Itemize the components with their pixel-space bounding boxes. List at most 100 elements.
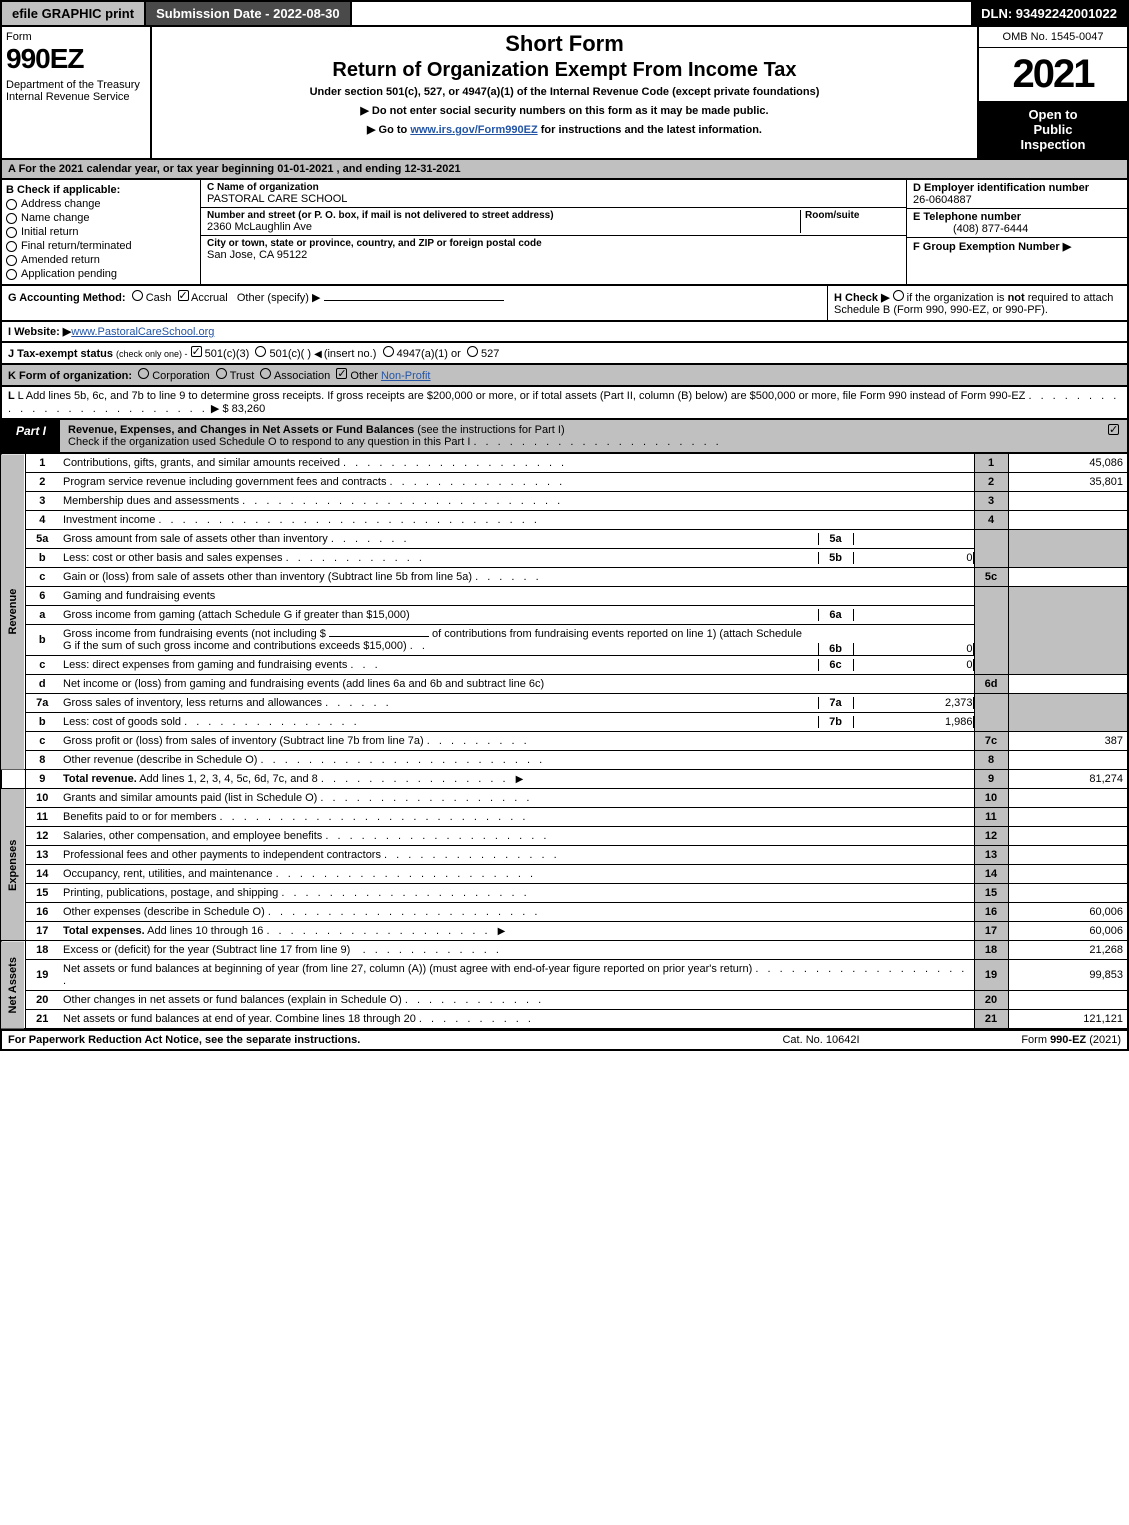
c-city-label: City or town, state or province, country… bbox=[207, 238, 900, 249]
efile-print-button[interactable]: efile GRAPHIC print bbox=[2, 2, 146, 25]
form-number: 990EZ bbox=[6, 43, 146, 75]
row-a-text: A For the 2021 calendar year, or tax yea… bbox=[8, 163, 461, 175]
chk-trust[interactable] bbox=[216, 368, 227, 379]
line-10-n: 10 bbox=[974, 789, 1008, 808]
chk-final-return[interactable]: Final return/terminated bbox=[6, 240, 196, 252]
line-7a-v: 2,373 bbox=[854, 697, 974, 709]
chk-assoc[interactable] bbox=[260, 368, 271, 379]
line-6-text: Gaming and fundraising events bbox=[59, 587, 974, 606]
org-street: 2360 McLaughlin Ave bbox=[207, 221, 800, 233]
section-b: B Check if applicable: Address change Na… bbox=[2, 180, 200, 284]
line-6d-amt bbox=[1008, 675, 1128, 694]
6b-blank[interactable] bbox=[329, 636, 429, 637]
header-left: Form 990EZ Department of the Treasury In… bbox=[2, 27, 152, 158]
dept-treasury: Department of the Treasury bbox=[6, 79, 146, 91]
ein: 26-0604887 bbox=[913, 194, 972, 206]
line-9-text: Total revenue. Add lines 1, 2, 3, 4, 5c,… bbox=[59, 770, 974, 789]
part1-inst: (see the instructions for Part I) bbox=[417, 424, 564, 436]
chk-4947[interactable] bbox=[383, 346, 394, 357]
chk-501c[interactable] bbox=[255, 346, 266, 357]
chk-cash[interactable] bbox=[132, 290, 143, 301]
row-l: L L Add lines 5b, 6c, and 7b to line 9 t… bbox=[0, 387, 1129, 420]
submission-date: Submission Date - 2022-08-30 bbox=[146, 2, 352, 25]
line-20-text: Other changes in net assets or fund bala… bbox=[59, 991, 974, 1010]
chk-label: Address change bbox=[21, 198, 101, 210]
part1-title-text: Revenue, Expenses, and Changes in Net As… bbox=[68, 424, 414, 436]
j-label: J Tax-exempt status bbox=[8, 348, 113, 360]
org-city: San Jose, CA 95122 bbox=[207, 249, 900, 261]
inspect-1: Open to bbox=[983, 107, 1123, 122]
chk-label: Name change bbox=[21, 212, 90, 224]
chk-527[interactable] bbox=[467, 346, 478, 357]
form-ref: Form 990-EZ (2021) bbox=[921, 1034, 1121, 1046]
line-9-n: 9 bbox=[974, 770, 1008, 789]
other-label: Other (specify) ▶ bbox=[237, 292, 321, 304]
chk-accrual[interactable] bbox=[178, 290, 189, 301]
line-5c-n: 5c bbox=[974, 568, 1008, 587]
revenue-label: Revenue bbox=[1, 454, 25, 770]
line-20-amt bbox=[1008, 991, 1128, 1010]
chk-application-pending[interactable]: Application pending bbox=[6, 268, 196, 280]
line-4-text: Investment income . . . . . . . . . . . … bbox=[59, 511, 974, 530]
row-gh: G Accounting Method: Cash Accrual Other … bbox=[0, 286, 1129, 322]
h-box: if the organization is bbox=[907, 292, 1008, 304]
title-return: Return of Organization Exempt From Incom… bbox=[160, 59, 969, 82]
row-i: I Website: ▶www.PastoralCareSchool.org bbox=[0, 322, 1129, 343]
chk-name-change[interactable]: Name change bbox=[6, 212, 196, 224]
chk-label: Initial return bbox=[21, 226, 78, 238]
line-21-text: Net assets or fund balances at end of ye… bbox=[59, 1010, 974, 1030]
c-city: City or town, state or province, country… bbox=[201, 236, 906, 263]
line-11-amt bbox=[1008, 808, 1128, 827]
chk-other-org[interactable] bbox=[336, 368, 347, 379]
room-label: Room/suite bbox=[805, 210, 900, 221]
line-5a-n: 5a bbox=[818, 533, 854, 545]
j-o2: 501(c)( ) bbox=[269, 348, 311, 360]
line-3-n: 3 bbox=[974, 492, 1008, 511]
part1-checkbox[interactable] bbox=[1100, 420, 1127, 452]
form-label: Form bbox=[6, 31, 146, 43]
line-5c-text: Gain or (loss) from sale of assets other… bbox=[59, 568, 974, 587]
paperwork-notice: For Paperwork Reduction Act Notice, see … bbox=[8, 1034, 721, 1046]
c-street: Number and street (or P. O. box, if mail… bbox=[201, 208, 906, 236]
line-18-amt: 21,268 bbox=[1008, 941, 1128, 960]
expenses-label: Expenses bbox=[1, 789, 25, 941]
line-7c-amt: 387 bbox=[1008, 732, 1128, 751]
chk-corp[interactable] bbox=[138, 368, 149, 379]
line-17-text: Total expenses. Add lines 10 through 16 … bbox=[59, 922, 974, 941]
irs-link[interactable]: www.irs.gov/Form990EZ bbox=[410, 124, 537, 136]
j-o4: 527 bbox=[481, 348, 499, 360]
chk-initial-return[interactable]: Initial return bbox=[6, 226, 196, 238]
header-center: Short Form Return of Organization Exempt… bbox=[152, 27, 977, 158]
line-13-text: Professional fees and other payments to … bbox=[59, 846, 974, 865]
website-link[interactable]: www.PastoralCareSchool.org bbox=[71, 326, 214, 338]
j-o1: 501(c)(3) bbox=[205, 348, 250, 360]
l-text: L Add lines 5b, 6c, and 7b to line 9 to … bbox=[18, 390, 1026, 402]
line-16-text: Other expenses (describe in Schedule O) … bbox=[59, 903, 974, 922]
chk-address-change[interactable]: Address change bbox=[6, 198, 196, 210]
h-not: not bbox=[1008, 292, 1025, 304]
line-8-text: Other revenue (describe in Schedule O) .… bbox=[59, 751, 974, 770]
chk-amended-return[interactable]: Amended return bbox=[6, 254, 196, 266]
other-org-link[interactable]: Non-Profit bbox=[381, 370, 431, 382]
line-8-n: 8 bbox=[974, 751, 1008, 770]
chk-schedule-b[interactable] bbox=[893, 290, 904, 301]
line-6b-n: 6b bbox=[818, 643, 854, 655]
line-19-text: Net assets or fund balances at beginning… bbox=[59, 960, 974, 991]
row-j: J Tax-exempt status (check only one) - 5… bbox=[0, 343, 1129, 365]
c-name-label: C Name of organization bbox=[207, 182, 900, 193]
line-5a-text: Gross amount from sale of assets other t… bbox=[59, 530, 974, 549]
part1-chk-text: Check if the organization used Schedule … bbox=[68, 436, 470, 448]
i-label: I Website: ▶ bbox=[8, 326, 71, 338]
chk-label: Amended return bbox=[21, 254, 100, 266]
chk-label: Final return/terminated bbox=[21, 240, 132, 252]
line-5b-n: 5b bbox=[818, 552, 854, 564]
note-link: ▶ Go to www.irs.gov/Form990EZ for instru… bbox=[160, 123, 969, 136]
line-16-amt: 60,006 bbox=[1008, 903, 1128, 922]
other-input[interactable] bbox=[324, 300, 504, 301]
line-2-text: Program service revenue including govern… bbox=[59, 473, 974, 492]
section-d: D Employer identification number 26-0604… bbox=[907, 180, 1127, 209]
chk-501c3[interactable] bbox=[191, 346, 202, 357]
l-value: 83,260 bbox=[232, 403, 266, 415]
line-12-n: 12 bbox=[974, 827, 1008, 846]
line-17-amt: 60,006 bbox=[1008, 922, 1128, 941]
